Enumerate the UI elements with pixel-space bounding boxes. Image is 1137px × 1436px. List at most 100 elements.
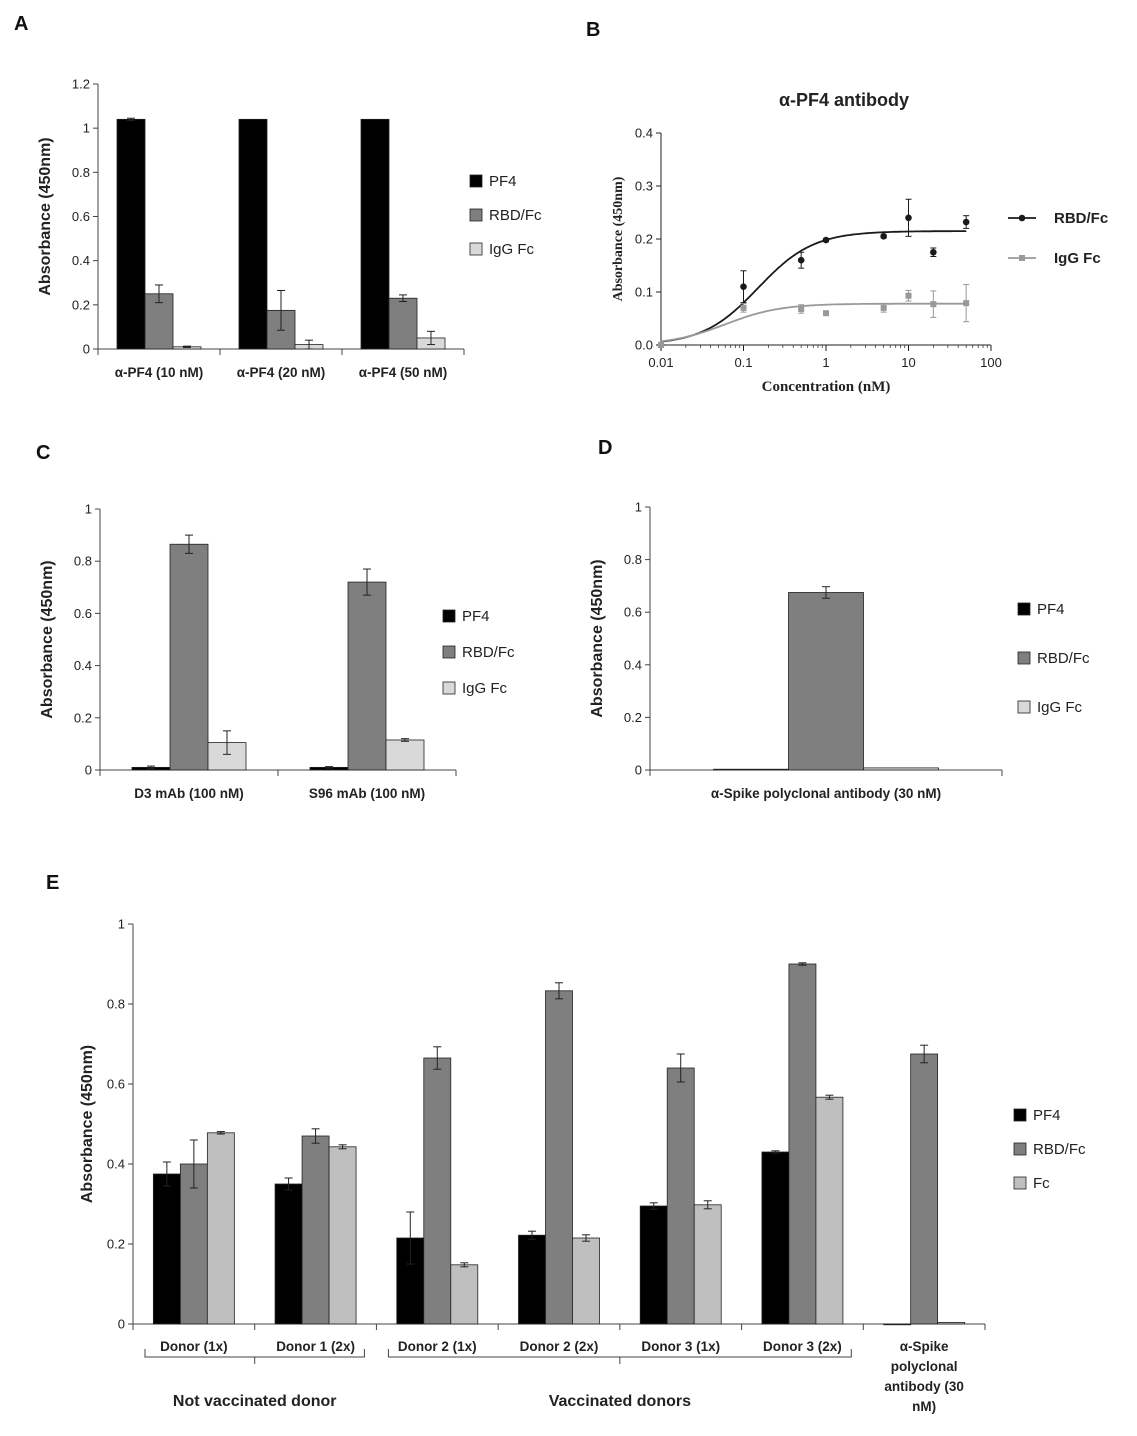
data-point-rbd-fc [797,256,805,264]
panel-label-a: A [14,13,28,35]
data-point-igg-fc [963,300,970,307]
bar-igg-fc [385,739,425,771]
bar-rbd-fc [666,1067,695,1325]
legend-swatch [442,609,456,623]
panel-b-chart: α-PF4 antibody 0.0 0.1 0.2 0.3 0.4 0.01 0.1 1 10 1… [611,90,1108,395]
group-label: Not vaccinated donor [173,1393,337,1410]
y-tick-label: 0.2 [74,710,92,725]
legend-label: RBD/Fc [489,207,542,224]
data-point-igg-fc [930,301,937,308]
panel-label-d: D [598,437,612,459]
legend-marker [1019,255,1025,261]
bar-pf4 [238,118,268,350]
bar-igg-fc [863,767,939,771]
x-category-label-line: polyclonal [891,1359,958,1374]
x-tick-label: 0.1 [734,355,752,370]
data-point-rbd-fc [962,218,970,226]
legend-swatch [442,681,456,695]
data-point-rbd-fc [880,233,887,240]
y-tick-label: 0.6 [107,1077,125,1092]
y-tick-label: 1 [83,121,90,136]
y-tick-label: 1 [85,502,92,517]
x-tick-label: 0.01 [648,355,673,370]
x-tick-label: 10 [901,355,915,370]
x-category-label: α-PF4 (10 nM) [115,365,204,380]
y-tick-label: 0 [83,342,90,357]
legend-swatch [1017,602,1031,616]
legend-label: IgG Fc [462,680,508,697]
bar-rbd-fc [388,297,418,350]
x-category-label: α-PF4 (20 nM) [237,365,326,380]
y-tick-label: 0.4 [74,658,92,673]
y-axis-title: Absorbance (450nm) [79,1045,96,1203]
bar-pf4 [761,1151,790,1325]
y-tick-label: 0.2 [624,710,642,725]
legend-label: RBD/Fc [462,644,515,661]
bar-fc [328,1146,357,1325]
bar-fc [815,1096,844,1325]
legend-label: PF4 [1033,1107,1061,1124]
panel-label-e: E [46,872,59,894]
x-category-label: S96 mAb (100 nM) [309,786,425,801]
x-category-label-line: nM) [912,1399,936,1414]
data-point-rbd-fc [822,236,830,244]
panel-d-chart: 0 0.2 0.4 0.6 0.8 1 Absorbance (450nm) α-Spike … [589,500,1090,802]
data-point-igg-fc [658,342,664,348]
bar-rbd-fc [144,293,174,350]
panel-e-chart: 0 0.2 0.4 0.6 0.8 1 Absorbance (450nm) Donor (1… [79,917,1086,1415]
panel-a-chart: 0 0.2 0.4 0.6 0.8 1 1.2 Absorbance (450nm) α-PF4… [37,77,542,381]
x-axis-title: Concentration (nM) [762,379,891,395]
y-tick-label: 0.8 [624,552,642,567]
y-tick-label: 0.6 [624,605,642,620]
bar-fc [937,1322,966,1325]
legend-swatch [1017,700,1031,714]
group-label: Vaccinated donors [549,1393,691,1410]
y-tick-label: 1.2 [72,77,90,92]
group-bracket [387,1349,852,1364]
y-tick-label: 1 [635,500,642,515]
legend-swatch [442,645,456,659]
y-tick-label: 0.8 [74,554,92,569]
y-tick-label: 0.4 [72,253,90,268]
legend-swatch [1013,1176,1027,1190]
data-point-rbd-fc [930,248,937,256]
bar-rbd-fc [788,592,864,771]
panel-c-chart: 0 0.2 0.4 0.6 0.8 1 Absorbance (450nm) D3 mAb (… [39,502,515,802]
y-tick-label: 0.4 [635,126,653,141]
bar-pf4 [639,1205,668,1325]
y-axis-title: Absorbance (450nm) [589,559,606,717]
bar-rbd-fc [910,1053,939,1325]
legend-swatch [469,242,483,256]
legend-label: PF4 [1037,601,1065,618]
x-category-label: α-Spike polyclonal antibody (30 nM) [711,786,941,801]
fit-curve-igg-fc [660,302,967,343]
data-point-igg-fc [740,304,747,311]
x-category-label: Donor 2 (1x) [398,1339,477,1354]
y-tick-label: 0.1 [635,285,653,300]
bar-fc [572,1237,600,1325]
y-tick-label: 0 [635,763,642,778]
x-category-label-line: antibody (30 [884,1379,964,1394]
y-tick-label: 1 [118,917,125,932]
legend-label: Fc [1033,1175,1050,1192]
bar-rbd-fc [301,1135,330,1325]
legend-label: PF4 [489,173,517,190]
y-tick-label: 0.8 [107,997,125,1012]
x-category-label: α-PF4 (50 nM) [359,365,448,380]
group-bracket [144,1349,365,1364]
y-tick-label: 0 [85,763,92,778]
x-category-label-line: α-Spike [900,1339,949,1354]
legend-swatch [469,174,483,188]
legend-marker [1018,214,1026,222]
bar-pf4 [274,1183,303,1325]
y-tick-label: 0.3 [635,179,653,194]
bar-fc [450,1264,479,1325]
bar-rbd-fc [423,1057,452,1325]
data-point-rbd-fc [905,214,912,222]
y-tick-label: 0.6 [74,606,92,621]
bar-rbd-fc [179,1163,208,1325]
x-tick-label: 1 [822,355,829,370]
x-category-label: Donor 2 (2x) [520,1339,599,1354]
legend-label: RBD/Fc [1054,210,1108,227]
